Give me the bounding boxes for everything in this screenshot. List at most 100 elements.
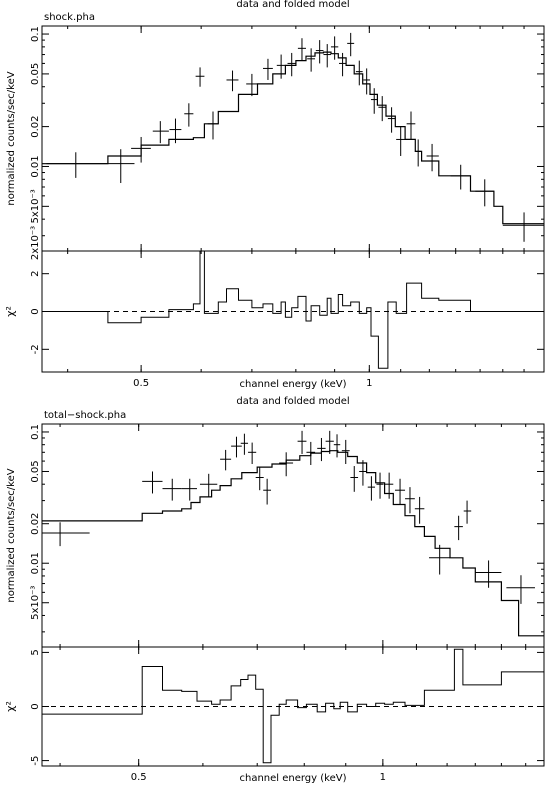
data-point — [323, 44, 331, 68]
data-point — [406, 111, 416, 140]
x-tick-label: 0.5 — [131, 772, 147, 783]
data-point — [107, 149, 135, 184]
data-point — [370, 88, 378, 114]
data-point — [396, 126, 406, 156]
data-point — [394, 478, 406, 505]
y-tick-label: 0.1 — [30, 26, 41, 42]
model-step-line — [42, 51, 544, 225]
data-point — [287, 52, 296, 77]
y-axis-label: normalized counts/sec/keV — [6, 71, 17, 205]
data-point — [384, 472, 394, 499]
data-point — [195, 67, 205, 87]
y-axis-label: normalized counts/sec/keV — [6, 468, 17, 602]
data-point — [405, 487, 415, 514]
data-point — [315, 40, 324, 64]
data-point — [220, 449, 232, 471]
data-point — [333, 434, 341, 458]
data-point — [142, 471, 163, 494]
x-tick-label: 1 — [380, 772, 386, 783]
chart-panel-1: data and folded model shock.pha 0.5 1 channe… — [4, 0, 545, 390]
y-tick-label: 0.01 — [30, 155, 41, 177]
y-tick-label: 0.1 — [30, 424, 41, 440]
data-point — [263, 478, 272, 505]
data-point — [169, 118, 182, 144]
residual-y-axis-label: χ² — [4, 701, 17, 712]
data-point — [307, 48, 316, 72]
data-point — [46, 152, 108, 178]
residual-y-axis-label: χ² — [4, 306, 17, 317]
data-point — [279, 452, 294, 477]
data-point — [152, 121, 169, 144]
chart-title: data and folded model — [236, 0, 349, 10]
file-label: total−shock.pha — [44, 410, 126, 421]
data-point — [226, 70, 239, 92]
x-axis-label: channel energy (keV) — [239, 773, 346, 784]
data-point — [387, 107, 396, 133]
y-tick-label: 5x10⁻³ — [30, 189, 41, 223]
data-point — [317, 437, 326, 462]
data-point — [506, 575, 535, 604]
data-point — [475, 560, 502, 588]
y-tick-label: 0.02 — [30, 513, 41, 535]
residual-step-line — [42, 648, 544, 764]
residual-y-tick-label: 0 — [30, 703, 41, 709]
data-point — [355, 60, 363, 86]
data-point — [376, 472, 384, 499]
residual-y-tick-label: -5 — [30, 756, 41, 766]
data-point — [341, 439, 350, 465]
chart-panel-2: data and folded model total−shock.pha 0.5 1… — [4, 396, 545, 784]
data-point — [255, 467, 264, 491]
data-point — [240, 433, 249, 455]
data-point — [42, 522, 90, 547]
data-point — [415, 139, 422, 167]
residual-y-tick-label: 5 — [30, 649, 41, 655]
y-tick-label: 0.01 — [30, 552, 41, 574]
y-tick-label: 5x10⁻³ — [30, 586, 41, 620]
data-point — [325, 430, 334, 454]
data-point — [367, 476, 376, 501]
residual-y-tick-label: 2 — [30, 271, 41, 277]
data-point — [297, 38, 306, 61]
data-point — [248, 442, 257, 465]
x-tick-label: 0.5 — [133, 378, 149, 389]
data-point — [475, 179, 494, 207]
data-point — [347, 32, 355, 57]
data-point — [246, 73, 258, 97]
data-point — [131, 136, 151, 163]
data-point — [297, 430, 307, 454]
y-tick-label: 0.02 — [30, 115, 41, 137]
residual-y-tick-label: 0 — [30, 308, 41, 314]
data-point — [181, 478, 197, 501]
chart-title: data and folded model — [236, 396, 349, 407]
data-point — [162, 478, 182, 501]
x-tick-label: 1 — [366, 378, 372, 389]
data-point — [502, 212, 544, 242]
data-point — [450, 164, 471, 190]
data-point — [338, 52, 347, 77]
model-step-line — [42, 450, 544, 637]
data-point — [330, 36, 339, 60]
data-point — [454, 515, 463, 541]
y-tick-label: 0.05 — [30, 460, 41, 482]
data-point — [350, 466, 359, 492]
data-point — [426, 143, 439, 172]
data-point — [463, 500, 472, 524]
x-axis-label: channel energy (keV) — [239, 379, 346, 390]
data-point — [276, 54, 286, 79]
main-plot-frame — [41, 25, 545, 252]
data-point — [378, 96, 387, 122]
data-point — [231, 436, 242, 458]
data-point — [429, 544, 451, 575]
data-point — [306, 441, 316, 466]
data-point — [414, 496, 425, 524]
residual-y-tick-label: -2 — [30, 344, 41, 354]
file-label: shock.pha — [44, 12, 95, 23]
data-point — [262, 58, 273, 80]
data-point — [184, 103, 194, 127]
data-point — [199, 473, 218, 497]
data-point — [359, 460, 367, 486]
residual-step-line — [42, 250, 544, 369]
y-tick-label: 0.05 — [30, 63, 41, 85]
data-point — [363, 68, 370, 95]
